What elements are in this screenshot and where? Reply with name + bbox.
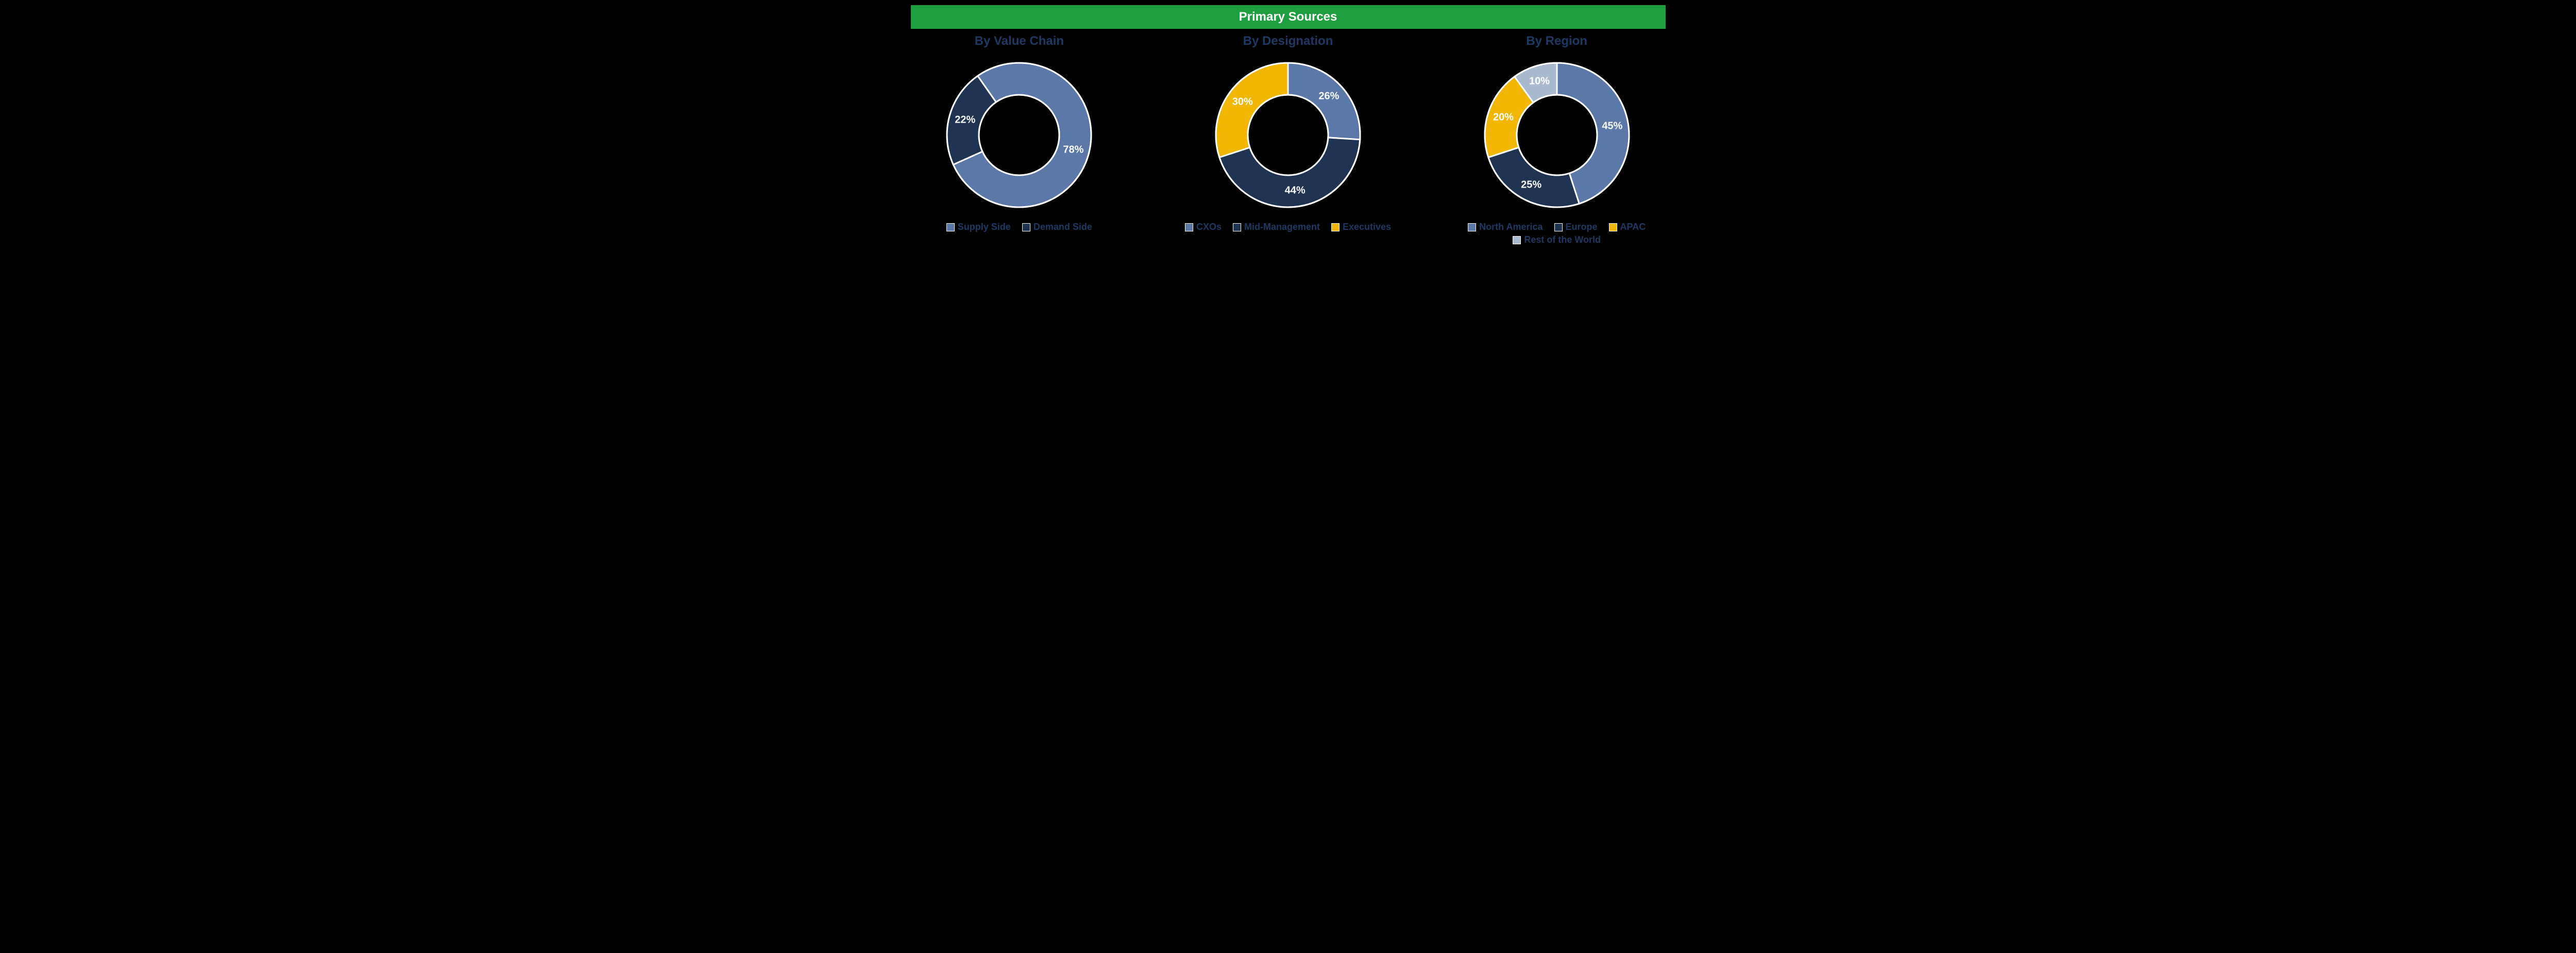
slice-label: 25% (1521, 179, 1541, 191)
legend-swatch (1468, 223, 1476, 231)
legend-swatch (1022, 223, 1030, 231)
legend-item: CXOs (1185, 222, 1222, 232)
legend-swatch (1513, 236, 1521, 244)
legend-label: North America (1479, 222, 1543, 232)
legend-swatch (1554, 223, 1563, 231)
legend-swatch (1609, 223, 1617, 231)
chart-title: By Value Chain (975, 34, 1064, 48)
charts-row: By Value Chain 78% 22% Supply Side Demand Si… (885, 34, 1691, 245)
legend: CXOs Mid-Management Executives (1185, 222, 1391, 232)
legend-swatch (946, 223, 955, 231)
slice-label: 30% (1232, 96, 1253, 108)
slice-label: 22% (955, 114, 975, 126)
page: Primary Sources By Value Chain 78% 22% Supp… (885, 0, 1691, 256)
legend-item: APAC (1609, 222, 1646, 232)
legend-item: Supply Side (946, 222, 1011, 232)
slice-label: 45% (1602, 120, 1622, 132)
header-title: Primary Sources (1239, 10, 1337, 24)
legend-item: Mid-Management (1233, 222, 1320, 232)
legend: North America Europe APAC Rest of the World (1423, 222, 1691, 245)
chart-title: By Region (1526, 34, 1587, 48)
legend-item: Europe (1554, 222, 1598, 232)
legend-label: Europe (1566, 222, 1598, 232)
legend-item: North America (1468, 222, 1543, 232)
legend-label: Mid-Management (1244, 222, 1320, 232)
chart-panel-designation: By Designation 26% 44% 30% CXOs Mid-Managemen… (1154, 34, 1422, 232)
legend-swatch (1185, 223, 1193, 231)
legend-label: Supply Side (958, 222, 1011, 232)
header-title-bar: Primary Sources (911, 5, 1666, 29)
donut-slice (1216, 63, 1288, 157)
chart-title: By Designation (1243, 34, 1333, 48)
donut-slice (1488, 147, 1579, 207)
legend-label: CXOs (1196, 222, 1222, 232)
slice-label: 44% (1285, 185, 1306, 197)
slice-label: 78% (1063, 144, 1083, 156)
chart-panel-region: By Region 45% 25% 20% 10% North America Europe… (1422, 34, 1691, 245)
legend-label: Rest of the World (1524, 235, 1601, 245)
slice-label: 10% (1529, 76, 1550, 88)
slice-label: 20% (1493, 112, 1514, 124)
legend-item: Demand Side (1022, 222, 1092, 232)
legend-label: APAC (1620, 222, 1646, 232)
slice-label: 26% (1318, 91, 1339, 103)
legend: Supply Side Demand Side (946, 222, 1092, 232)
legend-label: Executives (1343, 222, 1391, 232)
legend-item: Executives (1331, 222, 1391, 232)
legend-label: Demand Side (1033, 222, 1092, 232)
chart-panel-value-chain: By Value Chain 78% 22% Supply Side Demand Si… (885, 34, 1154, 232)
legend-swatch (1233, 223, 1241, 231)
legend-item: Rest of the World (1513, 235, 1601, 245)
donut-designation: 26% 44% 30% (1206, 53, 1370, 218)
donut-region: 45% 25% 20% 10% (1475, 53, 1639, 218)
legend-swatch (1331, 223, 1340, 231)
donut-value-chain: 78% 22% (937, 53, 1101, 218)
